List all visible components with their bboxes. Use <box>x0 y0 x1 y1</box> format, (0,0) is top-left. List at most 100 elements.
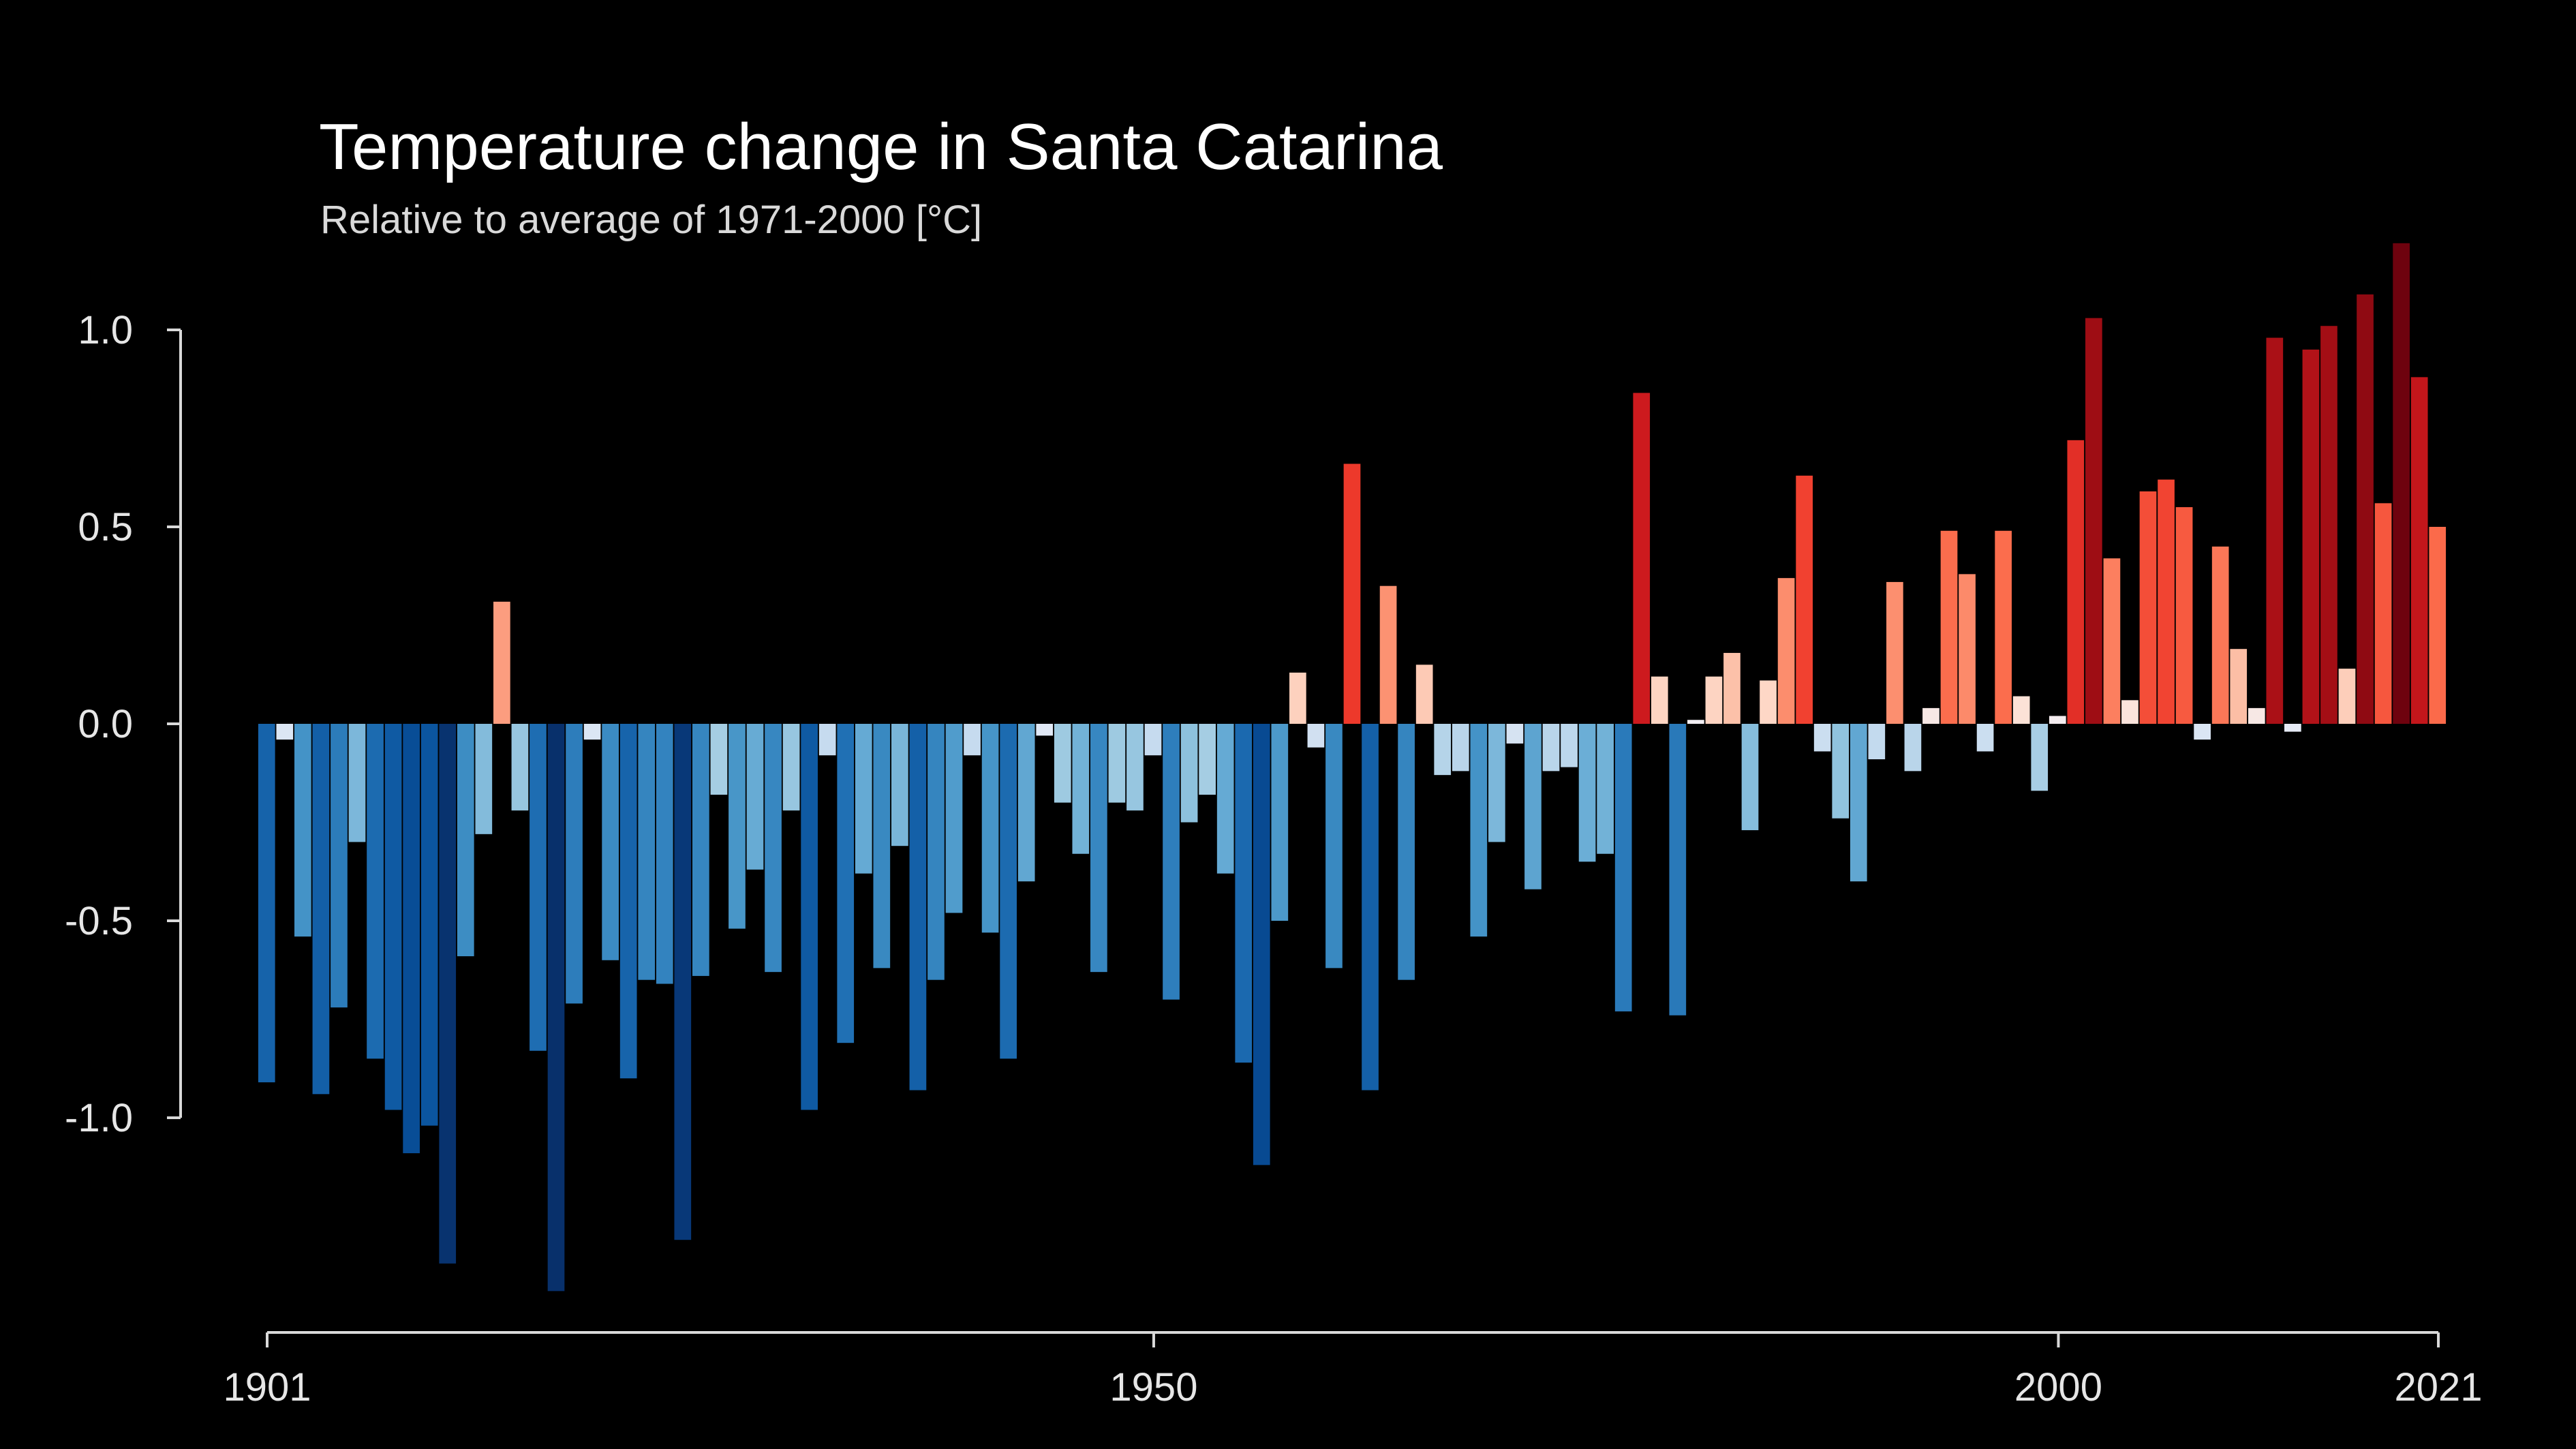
bar-1918 <box>566 724 583 1004</box>
x-tick-label: 2000 <box>2014 1365 2102 1409</box>
bar-2013 <box>2284 724 2301 732</box>
bar-2014 <box>2302 349 2320 724</box>
bar-1931 <box>801 724 818 1110</box>
bar-1978 <box>1651 676 1668 724</box>
bar-1987 <box>1813 724 1831 752</box>
bar-2008 <box>2194 724 2211 740</box>
bar-2017 <box>2357 294 2374 724</box>
bar-1971 <box>1524 724 1542 889</box>
bar-1994 <box>1940 530 1958 724</box>
bar-2012 <box>2266 337 2284 724</box>
bar-1926 <box>710 724 728 795</box>
bar-2020 <box>2410 377 2428 724</box>
bar-1915 <box>511 724 529 811</box>
bar-1992 <box>1904 724 1922 772</box>
bar-1923 <box>656 724 673 984</box>
bar-1965 <box>1415 665 1433 724</box>
y-tick-label: 0.5 <box>78 505 133 549</box>
bars-group <box>258 243 2447 1292</box>
x-tick-label: 1901 <box>223 1365 311 1409</box>
bar-1976 <box>1614 724 1632 1011</box>
bar-1980 <box>1687 720 1704 724</box>
bar-1928 <box>746 724 764 870</box>
bar-1995 <box>1959 574 1976 724</box>
bar-2002 <box>2085 318 2102 724</box>
bar-1905 <box>331 724 348 1008</box>
bar-1956 <box>1253 724 1270 1165</box>
bar-1947 <box>1090 724 1107 973</box>
bar-1944 <box>1036 724 1054 736</box>
bar-2000 <box>2049 716 2066 724</box>
bar-1937 <box>909 724 927 1090</box>
bar-1942 <box>1000 724 1017 1059</box>
x-tick-label: 2021 <box>2394 1365 2482 1409</box>
bar-1984 <box>1760 680 1777 724</box>
bar-1945 <box>1054 724 1071 803</box>
bar-1914 <box>493 601 510 724</box>
bar-2019 <box>2393 243 2410 724</box>
bar-1962 <box>1362 724 1379 1090</box>
bar-1961 <box>1343 463 1361 724</box>
y-tick-label: 0.0 <box>78 702 133 746</box>
bar-1903 <box>294 724 311 937</box>
bar-2001 <box>2067 440 2085 724</box>
bar-1952 <box>1180 724 1198 823</box>
bar-2005 <box>2139 491 2157 724</box>
bar-1909 <box>403 724 420 1154</box>
x-tick-label: 1950 <box>1109 1365 1197 1409</box>
bar-1989 <box>1850 724 1867 882</box>
bar-2018 <box>2374 503 2392 724</box>
bar-1924 <box>674 724 692 1240</box>
bar-1929 <box>765 724 782 973</box>
bar-2003 <box>2103 558 2121 724</box>
bar-1954 <box>1216 724 1234 874</box>
bar-1998 <box>2012 696 2030 724</box>
bar-1938 <box>927 724 945 980</box>
y-axis: 1.0 0.5 0.0 -0.5 -1.0 <box>65 308 182 1140</box>
bar-2016 <box>2338 669 2356 724</box>
x-axis: 1901 1950 2000 2021 <box>223 1331 2483 1409</box>
bar-1946 <box>1072 724 1090 854</box>
y-tick-label: -1.0 <box>65 1096 133 1140</box>
bar-1959 <box>1307 724 1325 748</box>
bar-2010 <box>2230 649 2248 724</box>
bar-1949 <box>1126 724 1144 811</box>
bar-1981 <box>1705 676 1723 724</box>
y-tick-label: -0.5 <box>65 899 133 943</box>
bar-1969 <box>1488 724 1505 842</box>
bar-1990 <box>1868 724 1886 760</box>
bar-1973 <box>1561 724 1578 767</box>
bar-1901 <box>258 724 275 1082</box>
bar-1902 <box>276 724 294 740</box>
bar-1967 <box>1452 724 1469 772</box>
bar-1977 <box>1633 393 1651 724</box>
bar-1932 <box>818 724 836 756</box>
bar-1950 <box>1144 724 1162 756</box>
bar-2006 <box>2158 479 2175 724</box>
bar-1913 <box>475 724 493 834</box>
bar-1933 <box>837 724 855 1043</box>
bar-2011 <box>2248 707 2265 724</box>
bar-1979 <box>1669 724 1687 1016</box>
bar-1911 <box>439 724 457 1264</box>
bar-1999 <box>2031 724 2049 791</box>
bar-1919 <box>583 724 601 740</box>
bar-1930 <box>782 724 800 811</box>
bar-1958 <box>1289 672 1306 724</box>
bar-1972 <box>1542 724 1560 772</box>
bar-1941 <box>981 724 999 933</box>
bar-1921 <box>619 724 637 1079</box>
bar-2015 <box>2320 326 2337 724</box>
bar-1970 <box>1506 724 1524 744</box>
bar-1968 <box>1470 724 1488 937</box>
bar-1943 <box>1017 724 1035 882</box>
bar-1917 <box>547 724 565 1292</box>
bar-1907 <box>367 724 384 1059</box>
bar-1936 <box>891 724 908 846</box>
bar-1993 <box>1922 707 1939 724</box>
bar-1904 <box>312 724 330 1095</box>
bar-1983 <box>1741 724 1759 831</box>
bar-1997 <box>1995 530 2012 724</box>
